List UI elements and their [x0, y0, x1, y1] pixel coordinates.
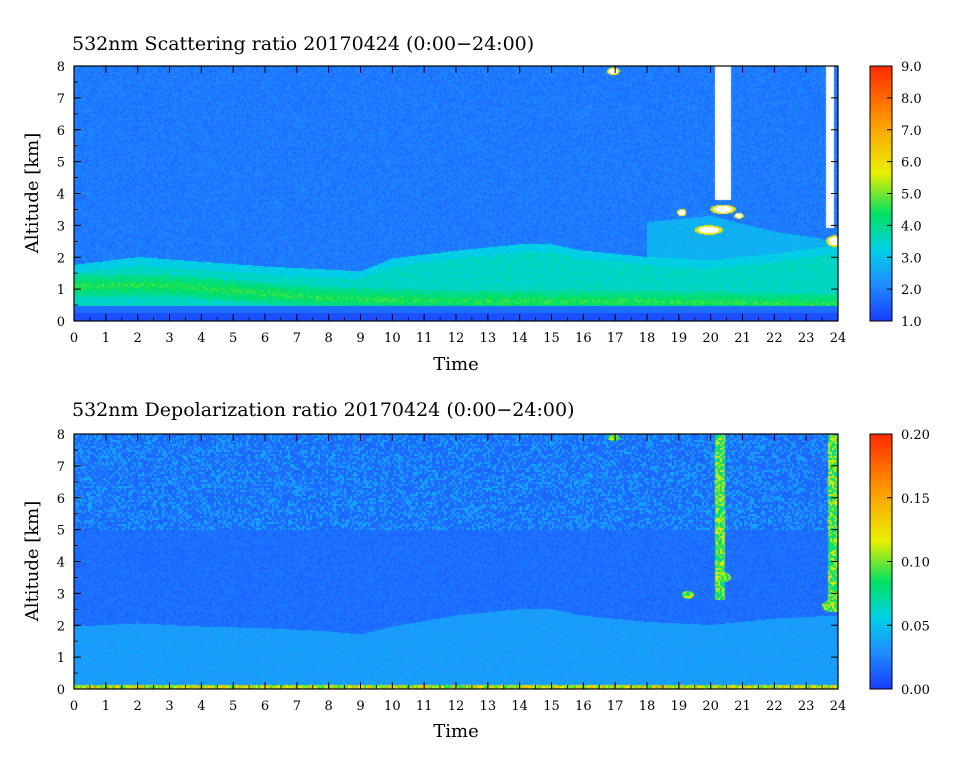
- y-tick-label: 3: [57, 587, 65, 602]
- y-tick-label: 2: [57, 251, 65, 266]
- x-tick-label: 0: [70, 331, 78, 346]
- x-tick-label: 11: [416, 331, 433, 346]
- colorbar-tick-label: 5.0: [901, 188, 922, 203]
- colorbar-tick-label: 0.10: [901, 556, 930, 571]
- x-tick-label: 1: [102, 699, 110, 714]
- x-tick-label: 24: [830, 331, 847, 346]
- x-tick-label: 14: [511, 331, 528, 346]
- x-axis: 0 1 2 3 4 5 6 7 8 9 10 11 12 13 14 15 16 17 18 19 20 21 22 23 24: [70, 66, 846, 346]
- colorbar-tick-label: 0.15: [901, 492, 930, 507]
- colorbar-tick-label: 7.0: [901, 124, 922, 139]
- x-tick-label: 13: [480, 331, 497, 346]
- colorbar-ticks: 1.0 2.0 3.0 4.0 5.0 6.0 7.0 8.0 9.0: [887, 60, 922, 330]
- x-tick-label: 9: [356, 331, 364, 346]
- x-tick-label: 6: [261, 699, 269, 714]
- x-tick-label: 7: [293, 331, 301, 346]
- x-tick-label: 8: [325, 331, 333, 346]
- x-tick-label: 12: [448, 331, 465, 346]
- y-tick-label: 8: [57, 60, 65, 75]
- colorbar-tick-label: 1.0: [901, 315, 922, 330]
- y-tick-label: 4: [57, 188, 65, 203]
- x-tick-label: 6: [261, 331, 269, 346]
- x-tick-label: 17: [607, 331, 624, 346]
- heatmap-image-area: [74, 66, 838, 321]
- x-tick-label: 7: [293, 699, 301, 714]
- x-tick-label: 4: [197, 331, 205, 346]
- x-tick-label: 3: [165, 699, 173, 714]
- x-tick-label: 23: [798, 331, 815, 346]
- x-tick-label: 8: [325, 699, 333, 714]
- y-tick-label: 3: [57, 219, 65, 234]
- colorbar-tick-label: 9.0: [901, 60, 922, 75]
- y-axis-label: Altitude [km]: [22, 501, 43, 623]
- y-axis: 0 1 2 3 4 5 6 7 8: [57, 60, 838, 330]
- x-tick-label: 0: [70, 699, 78, 714]
- y-tick-label: 5: [57, 524, 65, 539]
- scattering-ratio-panel: 532nm Scattering ratio 20170424 (0:00−24…: [22, 33, 922, 375]
- x-tick-label: 24: [830, 699, 847, 714]
- x-tick-label: 4: [197, 699, 205, 714]
- x-tick-label: 18: [639, 331, 656, 346]
- colorbar-tick-label: 3.0: [901, 251, 922, 266]
- y-tick-label: 7: [57, 92, 65, 107]
- x-tick-label: 11: [416, 699, 433, 714]
- x-tick-label: 5: [229, 331, 237, 346]
- x-tick-label: 21: [734, 331, 751, 346]
- x-tick-label: 21: [734, 699, 751, 714]
- y-tick-label: 6: [57, 124, 65, 139]
- y-axis: 0 1 2 3 4 5 6 7 8: [57, 428, 838, 698]
- x-tick-label: 15: [543, 699, 560, 714]
- x-tick-label: 13: [480, 699, 497, 714]
- x-tick-label: 14: [511, 699, 528, 714]
- y-tick-label: 0: [57, 315, 65, 330]
- chart-title: 532nm Depolarization ratio 20170424 (0:0…: [72, 399, 574, 421]
- x-tick-label: 2: [134, 699, 142, 714]
- x-tick-label: 12: [448, 699, 465, 714]
- colorbar-tick-label: 0.05: [901, 619, 930, 634]
- x-tick-label: 17: [607, 699, 624, 714]
- colorbar-tick-label: 8.0: [901, 92, 922, 107]
- x-axis: 0 1 2 3 4 5 6 7 8 9 10 11 12 13 14 15 16 17 18 19 20 21 22 23 24: [70, 434, 846, 714]
- y-tick-label: 6: [57, 492, 65, 507]
- colorbar-tick-label: 0.20: [901, 428, 930, 443]
- x-tick-label: 9: [356, 699, 364, 714]
- colorbar-tick-label: 0.00: [901, 683, 930, 698]
- x-tick-label: 10: [384, 699, 401, 714]
- y-axis-label: Altitude [km]: [22, 133, 43, 255]
- colorbar-ticks: 0.00 0.05 0.10 0.15 0.20: [887, 428, 930, 698]
- x-tick-label: 1: [102, 331, 110, 346]
- x-tick-label: 22: [766, 699, 783, 714]
- x-tick-label: 20: [702, 331, 719, 346]
- y-tick-label: 4: [57, 556, 65, 571]
- y-tick-label: 0: [57, 683, 65, 698]
- x-axis-label: Time: [433, 354, 478, 375]
- x-tick-label: 10: [384, 331, 401, 346]
- x-tick-label: 15: [543, 331, 560, 346]
- y-tick-label: 8: [57, 428, 65, 443]
- colorbar-tick-label: 4.0: [901, 219, 922, 234]
- colorbar-tick-label: 6.0: [901, 156, 922, 171]
- colorbar-tick-label: 2.0: [901, 283, 922, 298]
- x-tick-label: 22: [766, 331, 783, 346]
- x-tick-label: 19: [671, 331, 688, 346]
- x-tick-label: 2: [134, 331, 142, 346]
- y-tick-label: 1: [57, 283, 65, 298]
- y-tick-label: 7: [57, 460, 65, 475]
- depolarization-ratio-panel: 532nm Depolarization ratio 20170424 (0:0…: [22, 399, 930, 742]
- y-tick-label: 1: [57, 651, 65, 666]
- x-tick-label: 18: [639, 699, 656, 714]
- x-tick-label: 5: [229, 699, 237, 714]
- x-tick-label: 19: [671, 699, 688, 714]
- chart-title: 532nm Scattering ratio 20170424 (0:00−24…: [72, 33, 534, 55]
- x-tick-label: 16: [575, 331, 592, 346]
- y-tick-label: 2: [57, 619, 65, 634]
- x-tick-label: 16: [575, 699, 592, 714]
- x-tick-label: 3: [165, 331, 173, 346]
- x-tick-label: 23: [798, 699, 815, 714]
- x-axis-label: Time: [433, 721, 478, 742]
- x-tick-label: 20: [702, 699, 719, 714]
- heatmap-image-area: [74, 434, 838, 689]
- y-tick-label: 5: [57, 156, 65, 171]
